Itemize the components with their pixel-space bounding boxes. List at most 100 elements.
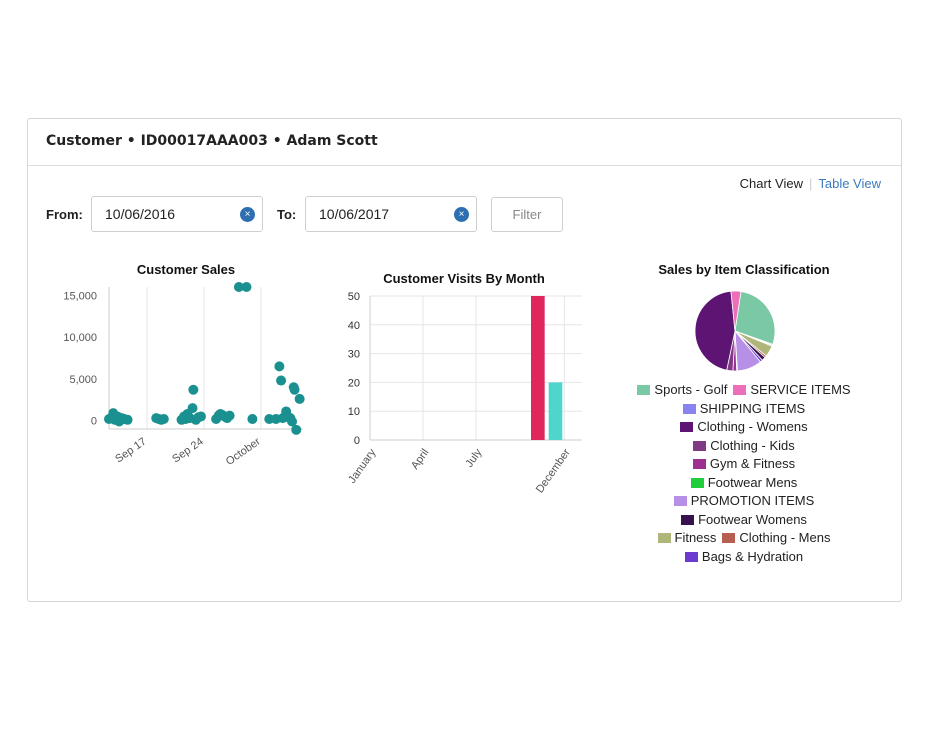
legend-row: Footwear Mens [614,474,874,493]
legend-swatch [693,440,707,451]
pie-legend: Sports - Golf SERVICE ITEMS SHIPPING ITEMS… [614,381,874,566]
legend-item[interactable]: Clothing - Womens [680,418,808,437]
sales-point [158,413,169,424]
legend-label: Gym & Fitness [709,456,796,471]
customer-visits-chart: 0 10 20 30 40 50 January April July December [346,291,582,496]
page-title: Customer • ID00017AAA003 • Adam Scott [46,133,378,149]
view-toggle: Chart View | Table View [740,176,881,191]
to-label: To: [277,207,297,222]
legend-item[interactable]: Sports - Golf [637,381,727,400]
visits-y-tick: 10 [348,406,360,418]
sales-y-tick: 0 [91,416,97,428]
visits-y-tick: 0 [354,435,360,447]
visits-x-tick: December [534,447,573,496]
legend-label: SERVICE ITEMS [750,382,851,397]
sales-point [247,413,258,424]
sales-point [187,403,198,414]
to-date-input[interactable] [319,206,439,222]
legend-row: Clothing - Kids [614,437,874,456]
visits-y-tick: 30 [348,349,360,361]
legend-row: Fitness Clothing - Mens [614,529,874,548]
legend-item[interactable]: SHIPPING ITEMS [682,400,806,419]
legend-swatch [637,385,651,395]
legend-row: PROMOTION ITEMS [614,492,874,511]
visits-x-tick: April [409,447,431,472]
legend-label: Bags & Hydration [701,548,804,564]
legend-item[interactable]: PROMOTION ITEMS [673,492,814,511]
clear-to-icon[interactable]: × [454,207,469,222]
sales-x-tick: October [224,435,263,467]
visits-bar [531,296,545,440]
sales-point [233,282,244,292]
card-header: Customer • ID00017AAA003 • Adam Scott [28,119,901,166]
legend-item[interactable]: Fitness [657,529,717,548]
customer-sales-chart: 0 5,000 10,000 15,000 Sep 17 Sep 24 October [63,282,305,468]
sales-point [195,411,206,422]
from-label: From: [46,207,83,222]
legend-item[interactable]: Footwear Mens [690,474,798,493]
sales-y-tick: 15,000 [63,290,97,302]
legend-row: Clothing - Womens [614,418,874,437]
legend-label: Clothing - Womens [697,419,808,434]
legend-swatch [673,496,687,506]
sales-point [188,384,199,395]
customer-visits-title: Customer Visits By Month [383,271,545,286]
legend-label: Sports - Golf [654,382,728,397]
view-separator: | [808,176,813,191]
visits-x-tick: July [463,446,484,469]
from-date-field[interactable]: × [91,196,263,232]
sales-x-tick: Sep 17 [113,436,148,466]
legend-row: Gym & Fitness [614,455,874,474]
legend-row: Footwear Womens [614,511,874,530]
legend-swatch [692,459,706,469]
legend-row: SHIPPING ITEMS [614,400,874,419]
clear-from-icon[interactable]: × [240,207,255,222]
legend-swatch [722,533,736,543]
legend-label: Clothing - Kids [710,437,795,453]
legend-item[interactable]: Clothing - Kids [693,437,795,456]
legend-swatch [682,403,696,414]
chart-view-tab[interactable]: Chart View [739,176,803,191]
sales-point [122,414,133,425]
pie-slice [730,290,742,332]
sales-point [241,282,252,292]
legend-swatch [733,385,747,395]
legend-item[interactable]: Clothing - Mens [722,529,830,548]
visits-x-tick: January [346,446,379,485]
legend-item[interactable]: Gym & Fitness [692,455,796,474]
sales-point [287,416,298,427]
legend-item[interactable]: Footwear Womens [681,511,807,530]
legend-item[interactable]: Bags & Hydration [684,548,804,567]
legend-swatch [680,422,694,432]
sales-x-tick: Sep 24 [170,436,205,466]
table-view-link[interactable]: Table View [818,176,881,191]
legend-label: Fitness [674,530,717,545]
legend-label: SHIPPING ITEMS [699,400,806,416]
from-date-input[interactable] [105,206,225,222]
customer-card: Customer • ID00017AAA003 • Adam Scott Ch… [27,118,902,602]
filter-button[interactable]: Filter [491,197,563,232]
legend-row: Sports - Golf SERVICE ITEMS [614,381,874,400]
sales-point [289,384,300,395]
legend-swatch [681,514,695,525]
visits-y-tick: 50 [348,291,360,303]
legend-swatch [690,477,704,488]
legend-row: Bags & Hydration [614,548,874,567]
visits-y-tick: 40 [348,320,360,332]
legend-label: Footwear Womens [698,511,807,527]
legend-swatch [657,533,671,543]
sales-point [276,375,287,386]
customer-sales-title: Customer Sales [136,262,236,277]
sales-point [224,410,235,421]
sales-y-tick: 10,000 [63,332,97,344]
legend-swatch [684,551,698,562]
sales-point [294,393,305,404]
to-date-field[interactable]: × [305,196,477,232]
legend-item[interactable]: SERVICE ITEMS [733,381,851,400]
pie-slice [694,290,736,371]
visits-y-tick: 20 [348,377,360,389]
item-classification-title: Sales by Item Classification [658,262,830,277]
sales-y-tick: 5,000 [69,374,97,386]
sales-point [274,361,285,372]
legend-label: Footwear Mens [707,474,798,490]
